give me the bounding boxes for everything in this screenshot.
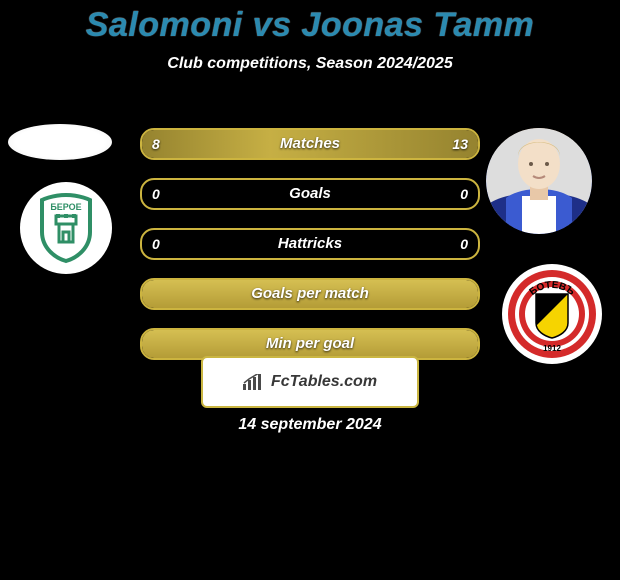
- stats-area: 8 Matches 13 0 Goals 0 0 Hattricks 0 Goa…: [140, 128, 480, 378]
- stat-row-min-per-goal: Min per goal: [140, 328, 480, 360]
- stat-val-right: 13: [452, 130, 468, 158]
- stat-row-goals: 0 Goals 0: [140, 178, 480, 210]
- stat-label: Matches: [142, 130, 478, 158]
- player-right-avatar: [486, 128, 592, 234]
- club-right-badge: БОТЕВЪ 1912: [502, 264, 602, 364]
- bar-chart-icon: [243, 374, 265, 390]
- brand-text: FcTables.com: [271, 373, 377, 391]
- stat-val-right: 0: [460, 230, 468, 258]
- botev-badge-icon: БОТЕВЪ 1912: [507, 269, 597, 359]
- stat-val-right: 0: [460, 180, 468, 208]
- stat-row-goals-per-match: Goals per match: [140, 278, 480, 310]
- beroe-shield-icon: БЕРОЕ: [35, 192, 97, 264]
- brand-box[interactable]: FcTables.com: [201, 356, 419, 408]
- page-subtitle: Club competitions, Season 2024/2025: [0, 55, 620, 73]
- player-left-avatar: [8, 124, 112, 160]
- stat-label: Min per goal: [142, 330, 478, 358]
- comparison-card: Salomoni vs Joonas Tamm Club competition…: [0, 6, 620, 580]
- club-left-name: БЕРОЕ: [50, 202, 81, 212]
- club-right-year: 1912: [543, 344, 561, 353]
- club-left-badge: БЕРОЕ: [20, 182, 112, 274]
- page-title: Salomoni vs Joonas Tamm: [0, 6, 620, 45]
- date-line: 14 september 2024: [0, 416, 620, 434]
- stat-row-matches: 8 Matches 13: [140, 128, 480, 160]
- player-right-avatar-svg: [486, 128, 592, 234]
- stat-row-hattricks: 0 Hattricks 0: [140, 228, 480, 260]
- stat-label: Hattricks: [142, 230, 478, 258]
- stat-label: Goals: [142, 180, 478, 208]
- stat-label: Goals per match: [142, 280, 478, 308]
